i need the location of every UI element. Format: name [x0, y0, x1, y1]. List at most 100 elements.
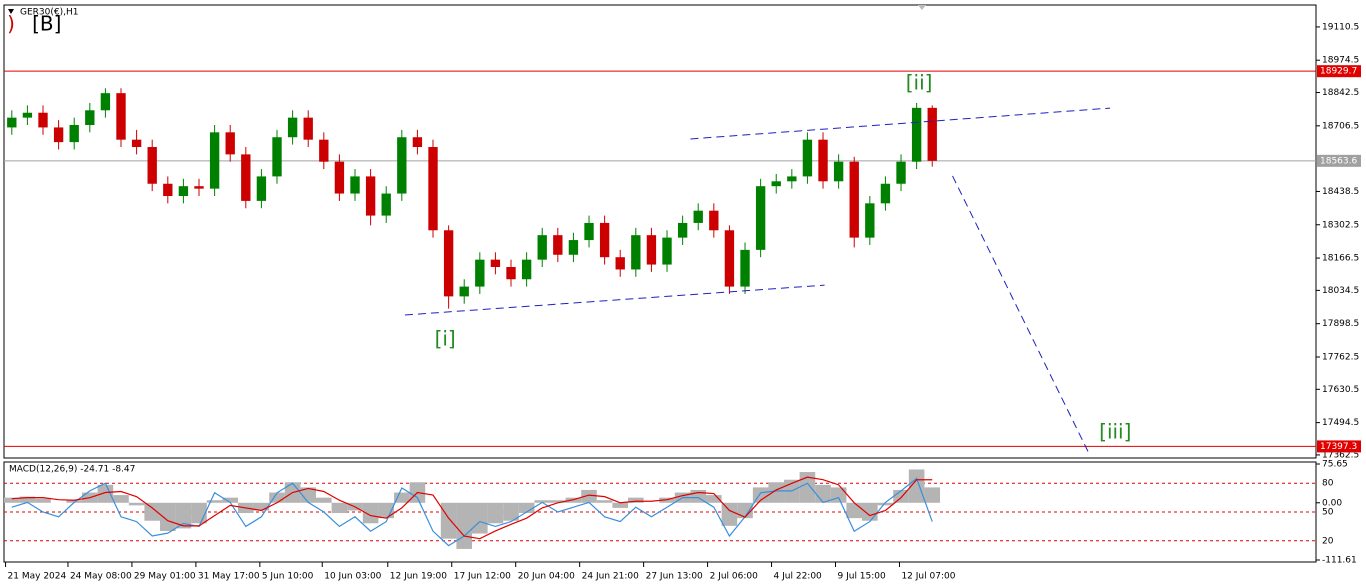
histogram-bar — [222, 497, 239, 503]
candle-body — [194, 186, 204, 189]
candle-body — [755, 186, 766, 250]
candle-body — [490, 259, 501, 268]
candle-body — [428, 147, 438, 231]
candle-body — [241, 154, 251, 201]
candle-body — [22, 112, 33, 118]
histogram-bar — [144, 502, 161, 521]
candle-body — [334, 161, 345, 194]
y-tick-label: 17898.5 — [1322, 319, 1359, 329]
wave-label: [iii] — [1099, 420, 1131, 444]
histogram-bar — [830, 487, 847, 503]
candle-body — [397, 137, 407, 194]
candle-body — [303, 117, 313, 140]
histogram-bar — [35, 498, 51, 503]
price-level-box — [1317, 65, 1361, 78]
candle-body — [818, 139, 828, 182]
candle-body — [802, 139, 813, 177]
signal-line — [11, 476, 933, 540]
histogram-bar — [160, 502, 176, 531]
histogram-bar — [612, 502, 629, 508]
y-tick-label: 18974.5 — [1322, 56, 1359, 66]
price-level-box — [1317, 440, 1361, 453]
histogram-bar — [97, 484, 114, 503]
x-tick-label: 31 May 17:00 — [198, 572, 260, 582]
candle-body — [724, 230, 735, 287]
y-tick-label: 0.00 — [1322, 498, 1342, 508]
candle-body — [7, 117, 17, 128]
histogram-bar — [518, 502, 535, 514]
x-tick-label: 24 Jun 21:00 — [582, 572, 639, 582]
candle-body — [693, 210, 703, 223]
histogram-bar — [737, 502, 753, 519]
y-tick-label: 18706.5 — [1322, 121, 1359, 131]
histogram-bar — [113, 495, 129, 503]
candle-body — [677, 222, 688, 238]
histogram-bar — [596, 500, 613, 503]
candle-body — [225, 132, 235, 155]
price-level-label: 18929.7 — [1320, 67, 1357, 77]
candle-body — [568, 240, 579, 255]
histogram-bar — [550, 500, 566, 503]
candle-body — [833, 161, 844, 182]
histogram-bar — [472, 502, 488, 534]
y-tick-label: 17762.5 — [1322, 352, 1359, 362]
candle-body — [459, 286, 469, 297]
x-tick-label: 10 Jun 03:00 — [324, 572, 381, 582]
candle-body — [740, 249, 750, 287]
y-tick-label: 18438.5 — [1322, 187, 1359, 197]
histogram-bar — [768, 482, 785, 503]
histogram-bar — [191, 502, 207, 524]
wave-label: [B] — [32, 12, 61, 36]
histogram-bar — [362, 502, 379, 524]
y-tick-label: -111.61 — [1322, 556, 1357, 566]
candle-body — [599, 222, 610, 258]
candle-body — [865, 203, 875, 238]
candle-body — [209, 132, 220, 189]
histogram-bar — [269, 492, 285, 503]
histogram-bar — [331, 502, 348, 514]
candle-body — [100, 93, 111, 111]
y-tick-label: 18302.5 — [1322, 220, 1359, 230]
histogram-bar — [846, 502, 863, 519]
candle-body — [85, 110, 95, 125]
candle-body — [553, 235, 563, 255]
candle-body — [256, 176, 267, 201]
histogram-bar — [316, 497, 332, 503]
histogram-bar — [908, 469, 925, 503]
candle-body — [787, 176, 797, 182]
menu-arrow[interactable] — [8, 9, 14, 14]
histogram-bar — [877, 502, 894, 506]
candle-body — [537, 235, 547, 260]
histogram-bar — [924, 487, 941, 503]
price-level-label: 18563.6 — [1320, 156, 1357, 166]
y-tick-label: 18034.5 — [1322, 286, 1359, 296]
candle-body — [662, 237, 672, 265]
wave-label: [i] — [435, 326, 456, 350]
histogram-bar — [799, 472, 816, 503]
candle-body — [506, 267, 516, 280]
x-tick-label: 21 May 2024 — [8, 572, 67, 582]
candle-body — [178, 186, 189, 196]
price-level-box — [1317, 154, 1361, 167]
candle-body — [646, 235, 657, 265]
histogram-bar — [628, 497, 644, 503]
x-tick-label: 12 Jun 19:00 — [390, 572, 447, 582]
chart-title: GER30(€),H1 — [20, 8, 78, 18]
candle-body — [443, 230, 454, 297]
histogram-bar — [456, 502, 473, 549]
candle-body — [147, 147, 157, 184]
candle-body — [911, 107, 922, 162]
x-tick-label: 12 Jul 07:00 — [901, 572, 955, 582]
wave-label: ) — [7, 12, 15, 36]
candle-body — [631, 235, 641, 270]
histogram-bar — [300, 487, 317, 503]
histogram-bar — [440, 502, 457, 539]
histogram-bar — [4, 497, 20, 503]
candle-body — [709, 210, 719, 231]
candle-body — [116, 93, 126, 140]
candle-body — [365, 176, 376, 216]
histogram-bar — [487, 502, 504, 524]
histogram-bar — [253, 502, 270, 511]
histogram-bar — [721, 502, 738, 526]
